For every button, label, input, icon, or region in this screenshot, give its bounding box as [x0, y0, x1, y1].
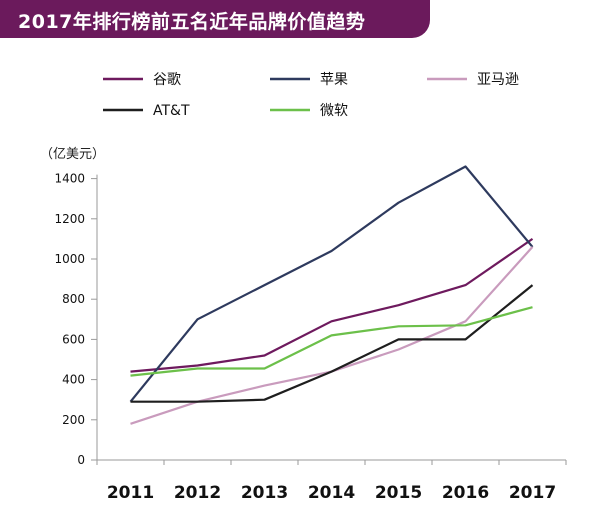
y-axis-label: （亿美元）: [40, 147, 105, 162]
y-tick-label: 1400: [54, 172, 85, 186]
series-line-3: [130, 284, 534, 403]
series-line-4: [130, 306, 533, 377]
axes: [91, 174, 567, 465]
y-tick-label: 0: [77, 453, 85, 467]
y-tick-label: 600: [62, 332, 85, 346]
series-line-0: [130, 237, 534, 373]
page-title: 2017年排行榜前五名近年品牌价值趋势: [18, 11, 366, 33]
x-tick-labels: 2011 2012 2013 2014 2015 2016 2017: [107, 483, 556, 503]
legend-label-1: 苹果: [320, 72, 348, 88]
x-tick-label: 2012: [174, 483, 221, 503]
y-tick-label: 800: [62, 292, 85, 306]
x-tick-label: 2015: [375, 483, 422, 503]
title-banner: 2017年排行榜前五名近年品牌价值趋势: [0, 0, 430, 38]
x-tick-label: 2013: [241, 483, 288, 503]
x-tick-label: 2011: [107, 483, 154, 503]
y-tick-labels: 0 200 400 600 800 1000 1200 1400: [54, 172, 85, 467]
legend-label-0: 谷歌: [153, 72, 181, 88]
legend-label-3: AT&T: [153, 103, 190, 119]
series-line-1: [129, 165, 534, 403]
x-tick-label: 2014: [308, 483, 355, 503]
y-tick-label: 1200: [54, 212, 85, 226]
legend: 谷歌 苹果 亚马逊 AT&T 微软: [103, 72, 519, 119]
legend-label-2: 亚马逊: [477, 72, 519, 88]
x-tick-label: 2016: [442, 483, 489, 503]
legend-label-4: 微软: [320, 103, 348, 119]
y-tick-label: 400: [62, 373, 85, 387]
series-lines: [129, 165, 534, 425]
x-tick-label: 2017: [509, 483, 556, 503]
y-tick-label: 200: [62, 413, 85, 427]
y-tick-label: 1000: [54, 252, 85, 266]
